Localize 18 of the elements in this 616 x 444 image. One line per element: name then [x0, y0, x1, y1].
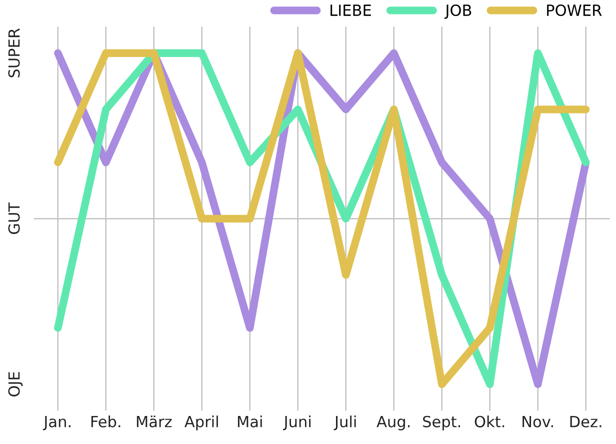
- x-tick-label: Mai: [238, 416, 262, 428]
- text: OJE: [8, 372, 23, 396]
- legend-label: LIEBE: [330, 4, 371, 16]
- legend-label: POWER: [547, 4, 602, 16]
- x-tick-label: März: [136, 416, 172, 428]
- x-tick-label: Okt.: [474, 416, 504, 428]
- x-tick-label: Dez.: [570, 416, 602, 428]
- x-tick-label: Sept.: [423, 416, 460, 430]
- x-tick-label: Aug.: [376, 416, 410, 430]
- x-tick-label: Nov.: [522, 416, 553, 428]
- text: GUT: [8, 202, 20, 234]
- legend-label: JOB: [444, 4, 472, 19]
- x-tick-label: April: [184, 416, 218, 430]
- x-tick-label: Jan.: [42, 416, 70, 430]
- x-tick-label: Juli: [334, 416, 356, 430]
- x-tick-label: Feb.: [91, 416, 120, 428]
- x-tick-label: Juni: [283, 416, 310, 430]
- text: SUPER: [8, 28, 20, 78]
